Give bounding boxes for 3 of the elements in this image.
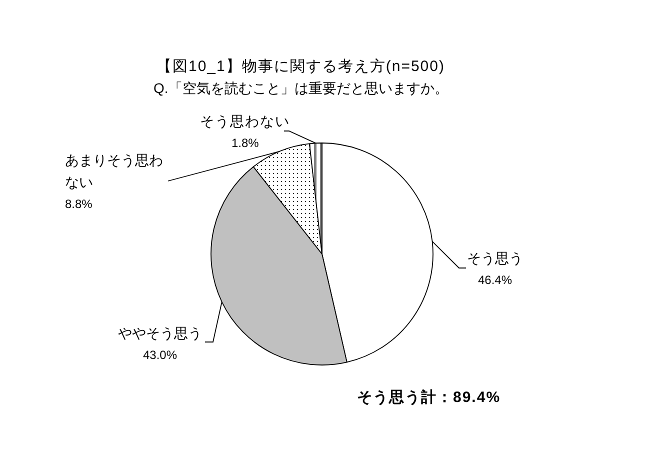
subtitle: Q.「空気を読むこと」は重要だと思いますか。 <box>154 79 448 98</box>
annotation: そう思う計：89.4% <box>357 388 501 408</box>
title: 【図10_1】物事に関する考え方(n=500) <box>156 57 445 77</box>
